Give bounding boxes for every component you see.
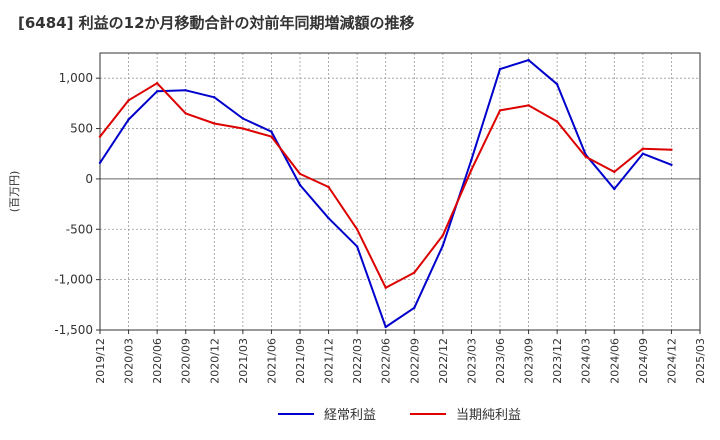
y-tick-label: 0 bbox=[85, 172, 93, 186]
series-2-point bbox=[355, 228, 359, 231]
y-axis-label: (百万円) bbox=[8, 171, 21, 213]
x-tick-label: 2024/12 bbox=[665, 338, 678, 384]
series-2-point bbox=[155, 82, 159, 85]
x-tick-label: 2022/12 bbox=[437, 338, 450, 384]
legend-label-2: 当期純利益 bbox=[456, 408, 521, 423]
series-2-point bbox=[641, 147, 645, 150]
x-tick-label: 2020/06 bbox=[151, 338, 164, 384]
series-1-point bbox=[527, 58, 530, 62]
series-2-point bbox=[270, 135, 273, 138]
series-1-point bbox=[498, 67, 502, 71]
series-2-point bbox=[555, 120, 559, 123]
series-1-point bbox=[355, 245, 359, 248]
series-2-point bbox=[670, 148, 673, 151]
x-tick-label: 2020/12 bbox=[208, 338, 221, 384]
series-2-point bbox=[498, 109, 502, 112]
series-2-point bbox=[584, 155, 587, 158]
series-1-point bbox=[555, 83, 559, 86]
series-2-point bbox=[470, 168, 473, 172]
series-1-point bbox=[470, 158, 473, 161]
y-tick-label: 500 bbox=[70, 122, 93, 136]
chart-title: [6484] 利益の12か月移動合計の対前年同期増減額の推移 bbox=[18, 14, 415, 32]
series-2-point bbox=[613, 170, 616, 174]
x-tick-label: 2021/12 bbox=[323, 338, 336, 384]
x-tick-label: 2021/09 bbox=[294, 338, 307, 384]
series-2-point bbox=[298, 172, 302, 176]
x-tick-label: 2019/12 bbox=[94, 338, 107, 384]
y-tick-label: -500 bbox=[66, 222, 93, 236]
x-tick-label: 2021/06 bbox=[265, 338, 278, 384]
y-tick-label: 1,000 bbox=[59, 71, 93, 85]
series-2-point bbox=[184, 112, 187, 115]
y-tick-label: -1,500 bbox=[54, 323, 93, 337]
x-tick-label: 2023/09 bbox=[523, 338, 536, 384]
x-tick-label: 2021/03 bbox=[237, 338, 250, 384]
series-1-point bbox=[641, 152, 645, 155]
x-tick-label: 2022/06 bbox=[380, 338, 393, 384]
series-1-point bbox=[327, 216, 330, 220]
series-1-point bbox=[413, 306, 416, 310]
series-1-point bbox=[127, 118, 130, 121]
series-1-point bbox=[98, 161, 102, 164]
series-2-point bbox=[98, 135, 102, 138]
series-1-point bbox=[184, 89, 187, 92]
series-2-point bbox=[327, 185, 330, 189]
series-1-point bbox=[213, 96, 216, 99]
x-tick-label: 2023/12 bbox=[551, 338, 564, 384]
series-2-point bbox=[384, 286, 387, 289]
x-tick-label: 2023/06 bbox=[494, 338, 507, 384]
x-tick-label: 2025/03 bbox=[694, 338, 707, 384]
series-2-point bbox=[213, 122, 216, 125]
series-1-point bbox=[670, 163, 673, 167]
plot-border bbox=[99, 52, 701, 331]
x-tick-label: 2024/06 bbox=[608, 338, 621, 384]
x-tick-label: 2024/03 bbox=[580, 338, 593, 384]
series-2-point bbox=[127, 99, 130, 102]
x-tick-label: 2022/03 bbox=[351, 338, 364, 384]
plot-area bbox=[100, 53, 700, 330]
y-tick-label: -1,000 bbox=[54, 273, 93, 287]
legend-label-1: 経常利益 bbox=[324, 408, 376, 423]
series-1-point bbox=[384, 325, 387, 329]
x-tick-label: 2022/09 bbox=[408, 338, 421, 384]
series-1-point bbox=[441, 244, 445, 247]
series-1-point bbox=[241, 117, 245, 120]
x-tick-label: 2020/03 bbox=[123, 338, 136, 384]
series-2-point bbox=[413, 271, 416, 274]
series-2-point bbox=[241, 127, 245, 130]
series-2-point bbox=[441, 234, 445, 237]
series-1-point bbox=[613, 187, 616, 191]
x-tick-label: 2020/09 bbox=[180, 338, 193, 384]
series-2-point bbox=[527, 104, 530, 107]
series-1-point bbox=[270, 130, 273, 133]
x-tick-label: 2023/03 bbox=[465, 338, 478, 384]
series-1-point bbox=[155, 90, 159, 93]
series-1-point bbox=[298, 183, 302, 187]
x-tick-label: 2024/09 bbox=[637, 338, 650, 384]
